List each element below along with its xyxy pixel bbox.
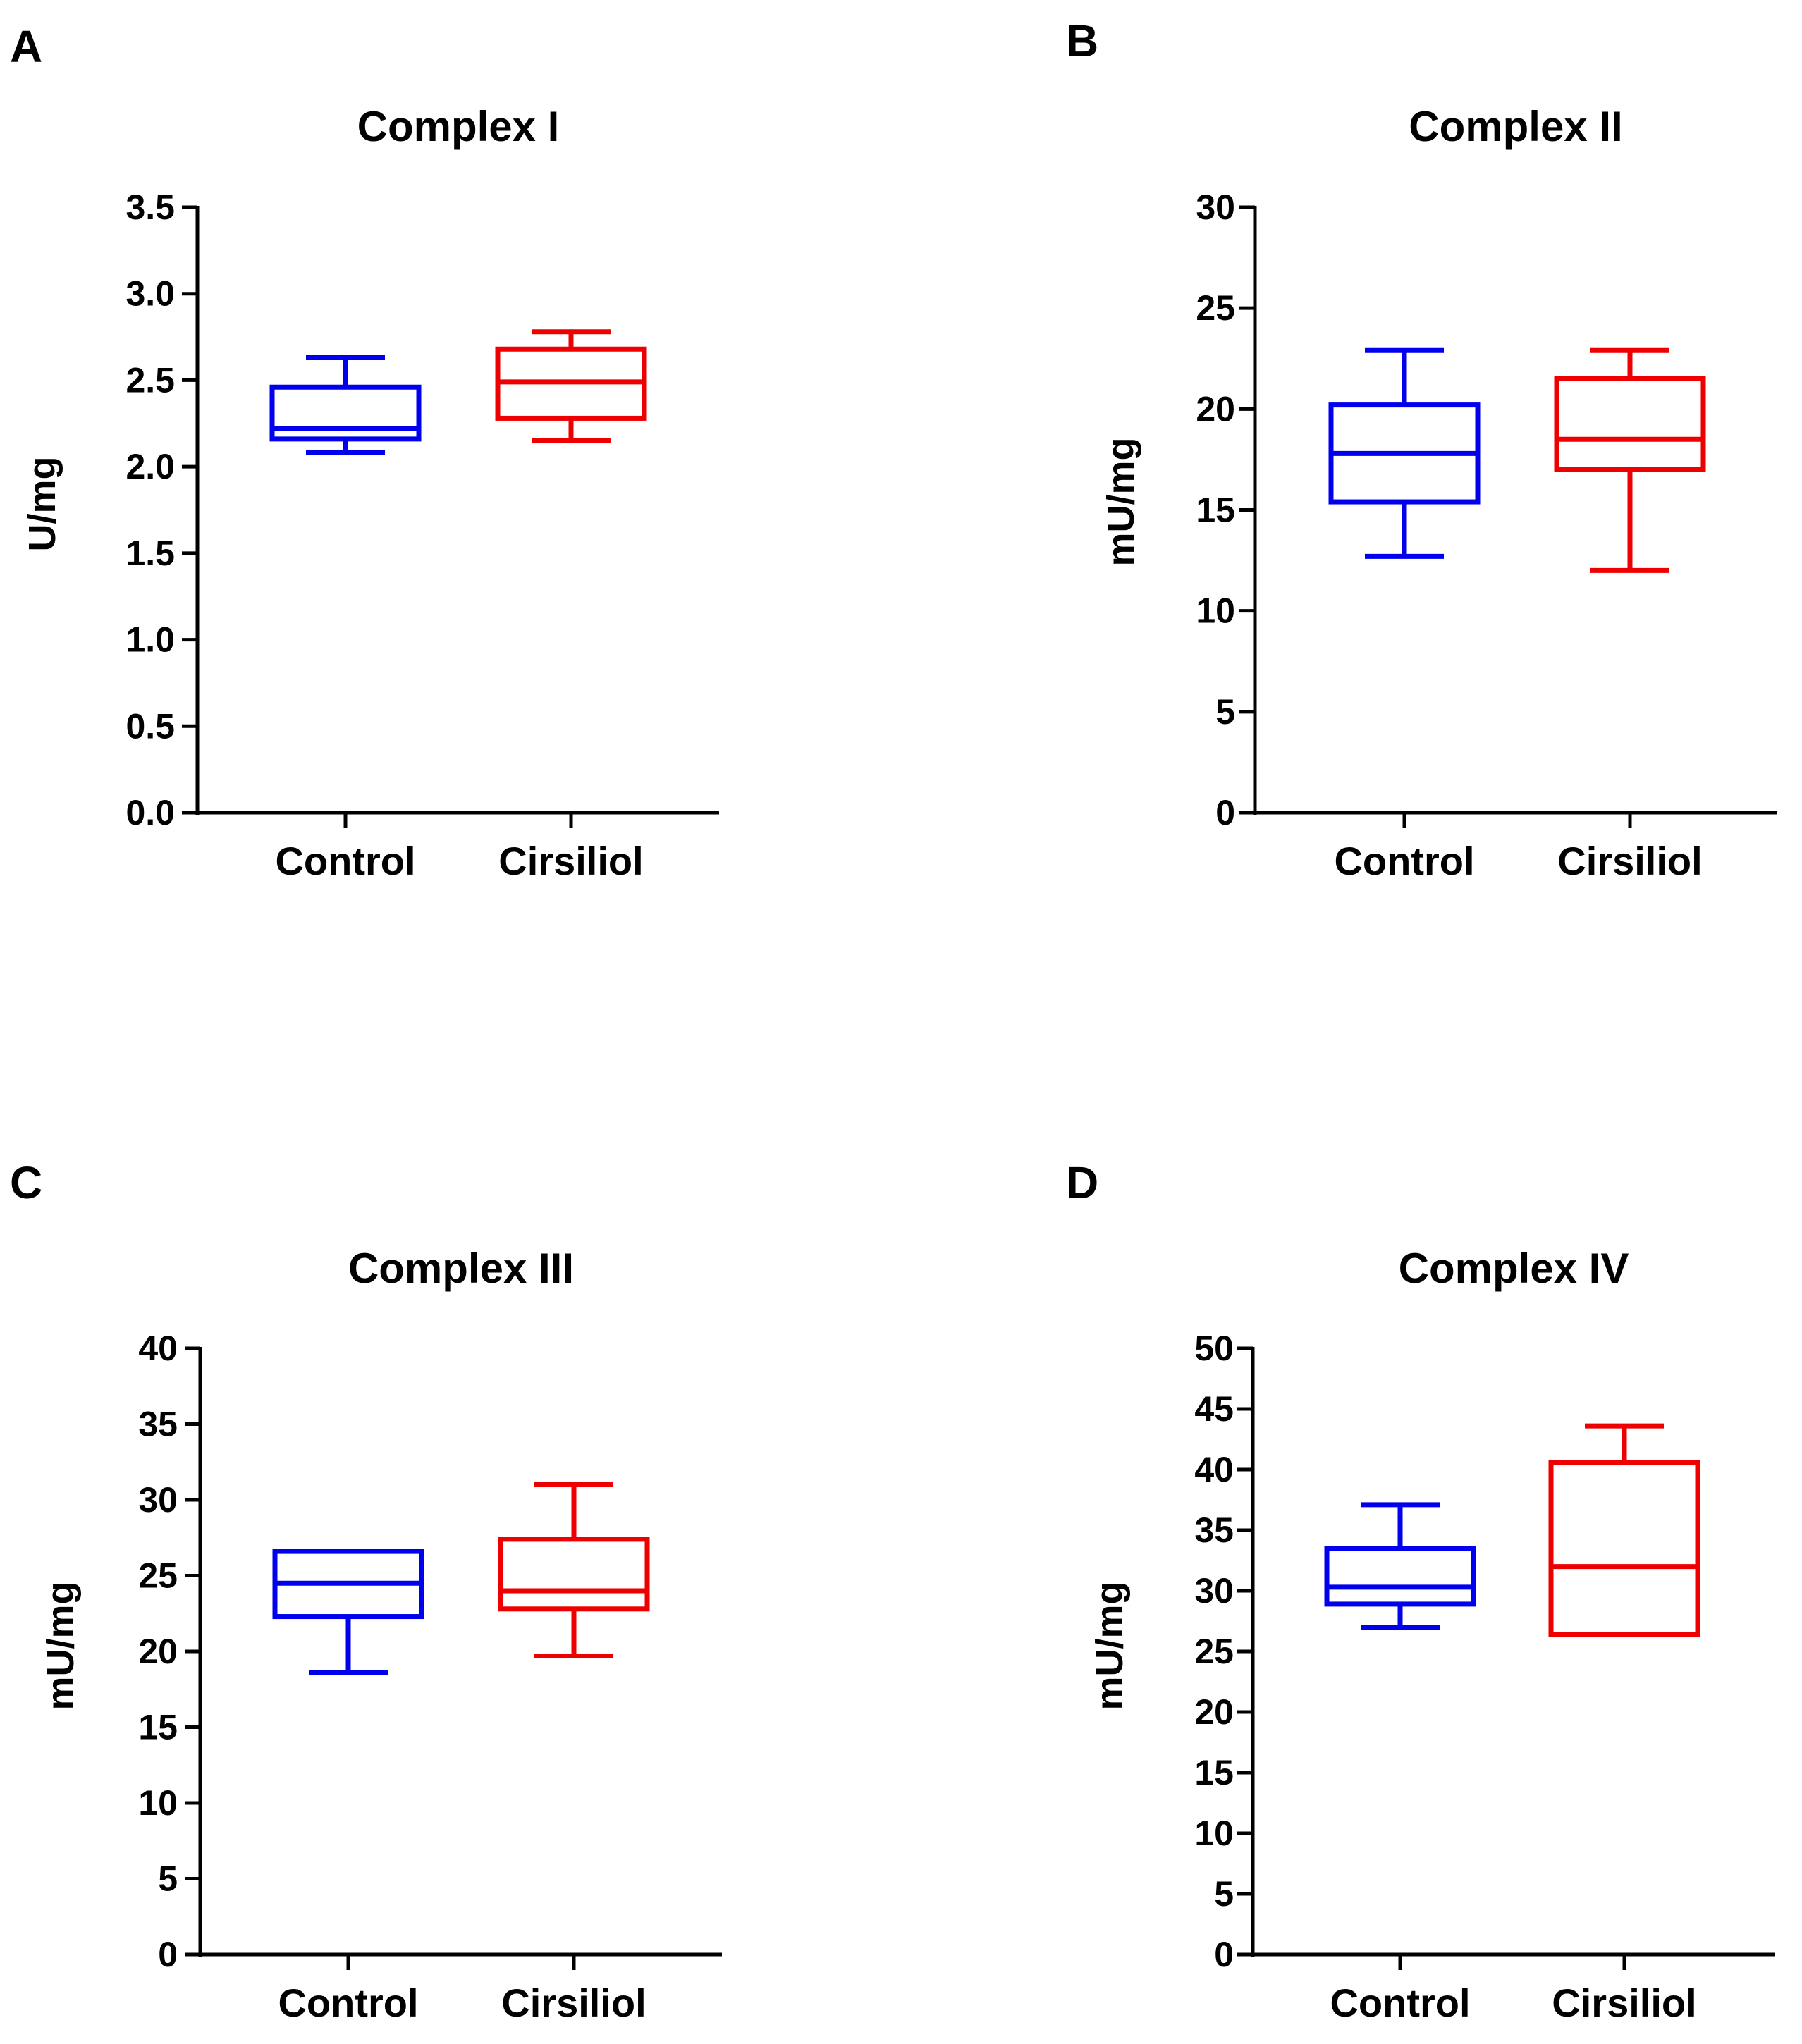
panel-letter: C [10, 1157, 42, 1208]
y-tick-label: 35 [1194, 1510, 1234, 1550]
panel-letter: A [10, 21, 42, 72]
y-tick-label: 0 [1214, 1935, 1234, 1974]
x-tick-label: Cirsiliol [1552, 1981, 1696, 2025]
x-tick-label: Cirsiliol [1557, 839, 1702, 883]
y-tick-label: 20 [138, 1632, 178, 1671]
y-tick-label: 0.5 [125, 706, 175, 746]
panel-a: A Complex I U/mg 0.0 0.5 1.0 1.5 2.0 2.5 3.0 3.5 Co… [10, 21, 719, 883]
y-axis-label: mU/mg [1089, 1581, 1131, 1710]
panel-letter: B [1066, 16, 1098, 66]
y-tick-label: 30 [1196, 187, 1235, 227]
y-tick-label: 25 [138, 1556, 178, 1596]
y-axis-label: mU/mg [1100, 437, 1142, 566]
y-tick-label: 15 [1196, 491, 1235, 530]
y-tick-label: 15 [1194, 1753, 1234, 1792]
y-tick-label: 15 [138, 1708, 178, 1747]
box-cirsiliol [1548, 1423, 1700, 1637]
y-tick-label: 0.0 [125, 793, 175, 832]
y-tick-label: 0 [158, 1935, 178, 1974]
y-tick-label: 20 [1196, 389, 1235, 429]
box-control [1328, 347, 1481, 559]
y-tick-label: 10 [1196, 591, 1235, 631]
y-axis-label: U/mg [21, 457, 63, 552]
y-tick-label: 40 [1194, 1450, 1234, 1489]
chart-title: Complex I [357, 103, 560, 150]
x-tick-label: Control [1330, 1981, 1470, 2025]
panel-d: D Complex IV mU/mg 0 5 10 15 20 25 30 35 40 45 50 Cont… [1066, 1157, 1775, 2025]
y-tick-label: 5 [1215, 692, 1235, 732]
y-tick-label: 10 [138, 1783, 178, 1823]
x-tick-label: Control [278, 1981, 418, 2025]
y-tick-label: 40 [138, 1329, 178, 1368]
y-tick-label: 1.0 [125, 620, 175, 660]
y-tick-label: 2.0 [125, 447, 175, 486]
chart-title: Complex II [1409, 103, 1622, 150]
iqr-box [498, 1537, 650, 1612]
iqr-box [1554, 376, 1706, 472]
y-tick-label: 1.5 [125, 534, 175, 573]
y-tick-label: 2.5 [125, 360, 175, 400]
box-cirsiliol [495, 329, 647, 443]
x-tick-label: Cirsiliol [498, 839, 643, 883]
chart-title: Complex III [348, 1245, 574, 1292]
y-tick-label: 3.5 [125, 187, 175, 227]
panel-letter: D [1066, 1157, 1098, 1208]
box-control [272, 1549, 424, 1675]
box-cirsiliol [498, 1482, 650, 1658]
x-tick-label: Control [1334, 839, 1474, 883]
y-tick-label: 30 [1194, 1571, 1234, 1611]
y-tick-label: 25 [1194, 1632, 1234, 1671]
box-control [269, 355, 422, 456]
x-tick-label: Control [275, 839, 415, 883]
y-tick-label: 5 [1214, 1874, 1234, 1914]
iqr-box [1548, 1460, 1700, 1637]
y-tick-label: 20 [1194, 1692, 1234, 1732]
y-tick-label: 5 [158, 1859, 178, 1899]
y-tick-label: 35 [138, 1405, 178, 1444]
box-control [1324, 1502, 1476, 1630]
y-tick-label: 0 [1215, 793, 1235, 832]
box-cirsiliol [1554, 347, 1706, 573]
panel-b: B Complex II mU/mg 0 5 10 15 20 25 30 Control Cirsi… [1066, 16, 1777, 883]
y-tick-label: 10 [1194, 1814, 1234, 1853]
y-tick-label: 45 [1194, 1389, 1234, 1429]
y-tick-label: 25 [1196, 288, 1235, 328]
iqr-box [1324, 1546, 1476, 1607]
iqr-box [269, 384, 422, 442]
chart-title: Complex IV [1399, 1245, 1629, 1292]
y-tick-label: 50 [1194, 1329, 1234, 1368]
x-tick-label: Cirsiliol [501, 1981, 646, 2025]
panel-c: C Complex III mU/mg 0 5 10 15 20 25 30 35 40 Control… [10, 1157, 722, 2025]
y-axis-label: mU/mg [39, 1581, 82, 1710]
y-tick-label: 3.0 [125, 274, 175, 314]
y-tick-label: 30 [138, 1480, 178, 1520]
